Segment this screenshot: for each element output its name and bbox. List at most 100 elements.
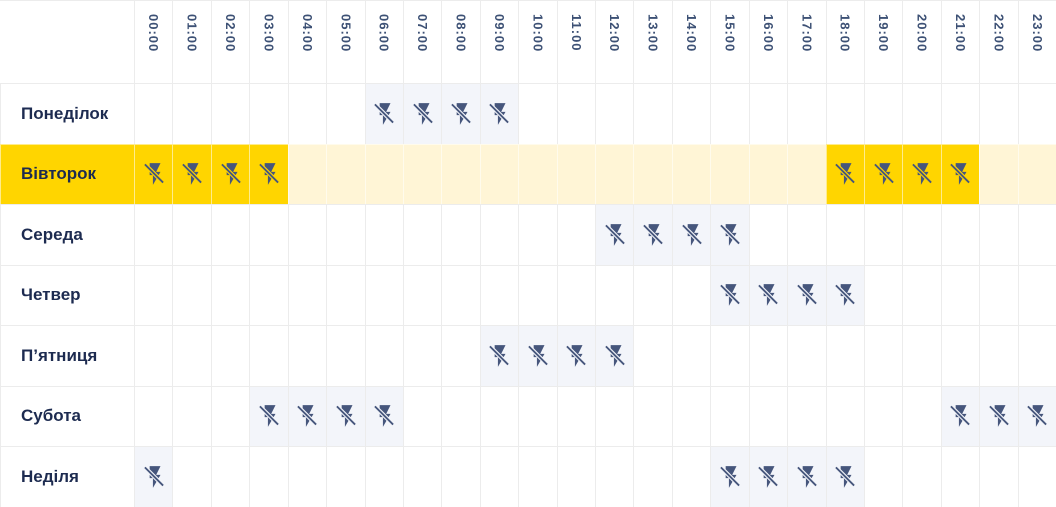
schedule-cell xyxy=(710,385,749,446)
schedule-cell xyxy=(172,385,211,446)
outage-cell xyxy=(825,264,864,325)
outage-cell xyxy=(249,385,288,446)
hour-header-label: 18:00 xyxy=(837,14,853,53)
schedule-cell xyxy=(479,446,519,507)
schedule-cell xyxy=(940,83,980,144)
hour-header-label: 16:00 xyxy=(760,14,776,53)
outage-cell xyxy=(1017,385,1056,446)
schedule-cell xyxy=(441,264,480,325)
power-off-icon xyxy=(296,404,319,428)
outage-cell xyxy=(825,446,864,507)
schedule-cell xyxy=(249,446,288,507)
hour-header-1900: 19:00 xyxy=(863,0,903,83)
power-off-icon xyxy=(372,404,396,428)
hour-header-label: 17:00 xyxy=(799,14,815,53)
outage-cell xyxy=(710,204,749,265)
schedule-cell xyxy=(326,446,365,507)
power-off-icon xyxy=(910,162,934,186)
hour-header-1000: 10:00 xyxy=(518,0,557,83)
schedule-cell xyxy=(210,446,250,507)
schedule-cell xyxy=(787,204,826,265)
schedule-cell xyxy=(134,264,173,325)
schedule-cell xyxy=(633,385,672,446)
schedule-cell xyxy=(556,264,595,325)
schedule-cell xyxy=(556,446,595,507)
power-off-icon xyxy=(757,283,780,307)
power-off-icon xyxy=(872,162,895,186)
schedule-cell xyxy=(402,325,442,386)
power-off-icon xyxy=(795,283,818,307)
schedule-cell xyxy=(979,446,1018,507)
hour-header-label: 21:00 xyxy=(952,14,968,53)
hour-header-1200: 12:00 xyxy=(595,0,634,83)
schedule-cell xyxy=(863,385,903,446)
schedule-cell xyxy=(210,204,250,265)
outage-cell xyxy=(671,204,711,265)
schedule-cell xyxy=(595,264,634,325)
schedule-cell xyxy=(441,446,480,507)
outage-cell xyxy=(287,385,327,446)
schedule-cell xyxy=(671,83,711,144)
outage-cell xyxy=(134,143,173,204)
schedule-cell xyxy=(172,446,211,507)
schedule-cell xyxy=(902,325,941,386)
day-label-cell: П’ятниця xyxy=(0,325,134,386)
schedule-cell xyxy=(287,204,327,265)
power-off-icon xyxy=(718,283,742,307)
schedule-cell xyxy=(134,385,173,446)
schedule-cell xyxy=(518,264,557,325)
power-off-icon xyxy=(833,162,857,186)
hour-header-label: 00:00 xyxy=(146,14,162,53)
schedule-cell xyxy=(172,325,211,386)
outage-cell xyxy=(748,264,788,325)
hour-header-0700: 07:00 xyxy=(402,0,442,83)
outage-cell xyxy=(326,385,365,446)
schedule-cell xyxy=(364,446,403,507)
hour-header-0500: 05:00 xyxy=(326,0,365,83)
schedule-cell xyxy=(556,385,595,446)
outage-cell xyxy=(249,143,288,204)
schedule-cell xyxy=(710,325,749,386)
day-label-cell: Середа xyxy=(0,204,134,265)
schedule-cell xyxy=(902,385,941,446)
power-off-icon xyxy=(987,404,1011,428)
schedule-cell xyxy=(479,204,519,265)
schedule-cell xyxy=(210,325,250,386)
schedule-cell xyxy=(940,325,980,386)
schedule-cell xyxy=(326,325,365,386)
hour-header-2200: 22:00 xyxy=(979,0,1018,83)
hour-header-0600: 06:00 xyxy=(364,0,403,83)
day-label: Середа xyxy=(21,224,83,244)
day-label: Понеділок xyxy=(21,103,109,123)
hour-header-label: 07:00 xyxy=(415,14,431,53)
schedule-cell xyxy=(595,83,634,144)
hour-header-2100: 21:00 xyxy=(940,0,980,83)
schedule-cell xyxy=(364,325,403,386)
hour-header-label: 04:00 xyxy=(299,14,315,53)
power-off-icon xyxy=(603,344,626,367)
outage-cell xyxy=(710,264,749,325)
hour-header-label: 08:00 xyxy=(453,14,469,53)
schedule-cell xyxy=(518,446,557,507)
outage-cell xyxy=(210,143,250,204)
schedule-cell xyxy=(671,143,711,204)
hour-header-label: 01:00 xyxy=(184,14,200,53)
schedule-cell xyxy=(940,264,980,325)
schedule-cell xyxy=(134,325,173,386)
outage-cell xyxy=(825,143,864,204)
schedule-cell xyxy=(518,204,557,265)
schedule-cell xyxy=(748,143,788,204)
day-label: Неділя xyxy=(21,466,79,486)
schedule-cell xyxy=(902,264,941,325)
hour-header-label: 13:00 xyxy=(645,14,661,53)
schedule-cell xyxy=(979,204,1018,265)
schedule-cell xyxy=(364,204,403,265)
schedule-cell xyxy=(595,143,634,204)
schedule-cell xyxy=(979,264,1018,325)
schedule-cell xyxy=(940,204,980,265)
power-off-icon xyxy=(1026,404,1049,428)
day-label-cell: Субота xyxy=(0,385,134,446)
schedule-cell xyxy=(402,385,442,446)
schedule-cell xyxy=(479,143,519,204)
